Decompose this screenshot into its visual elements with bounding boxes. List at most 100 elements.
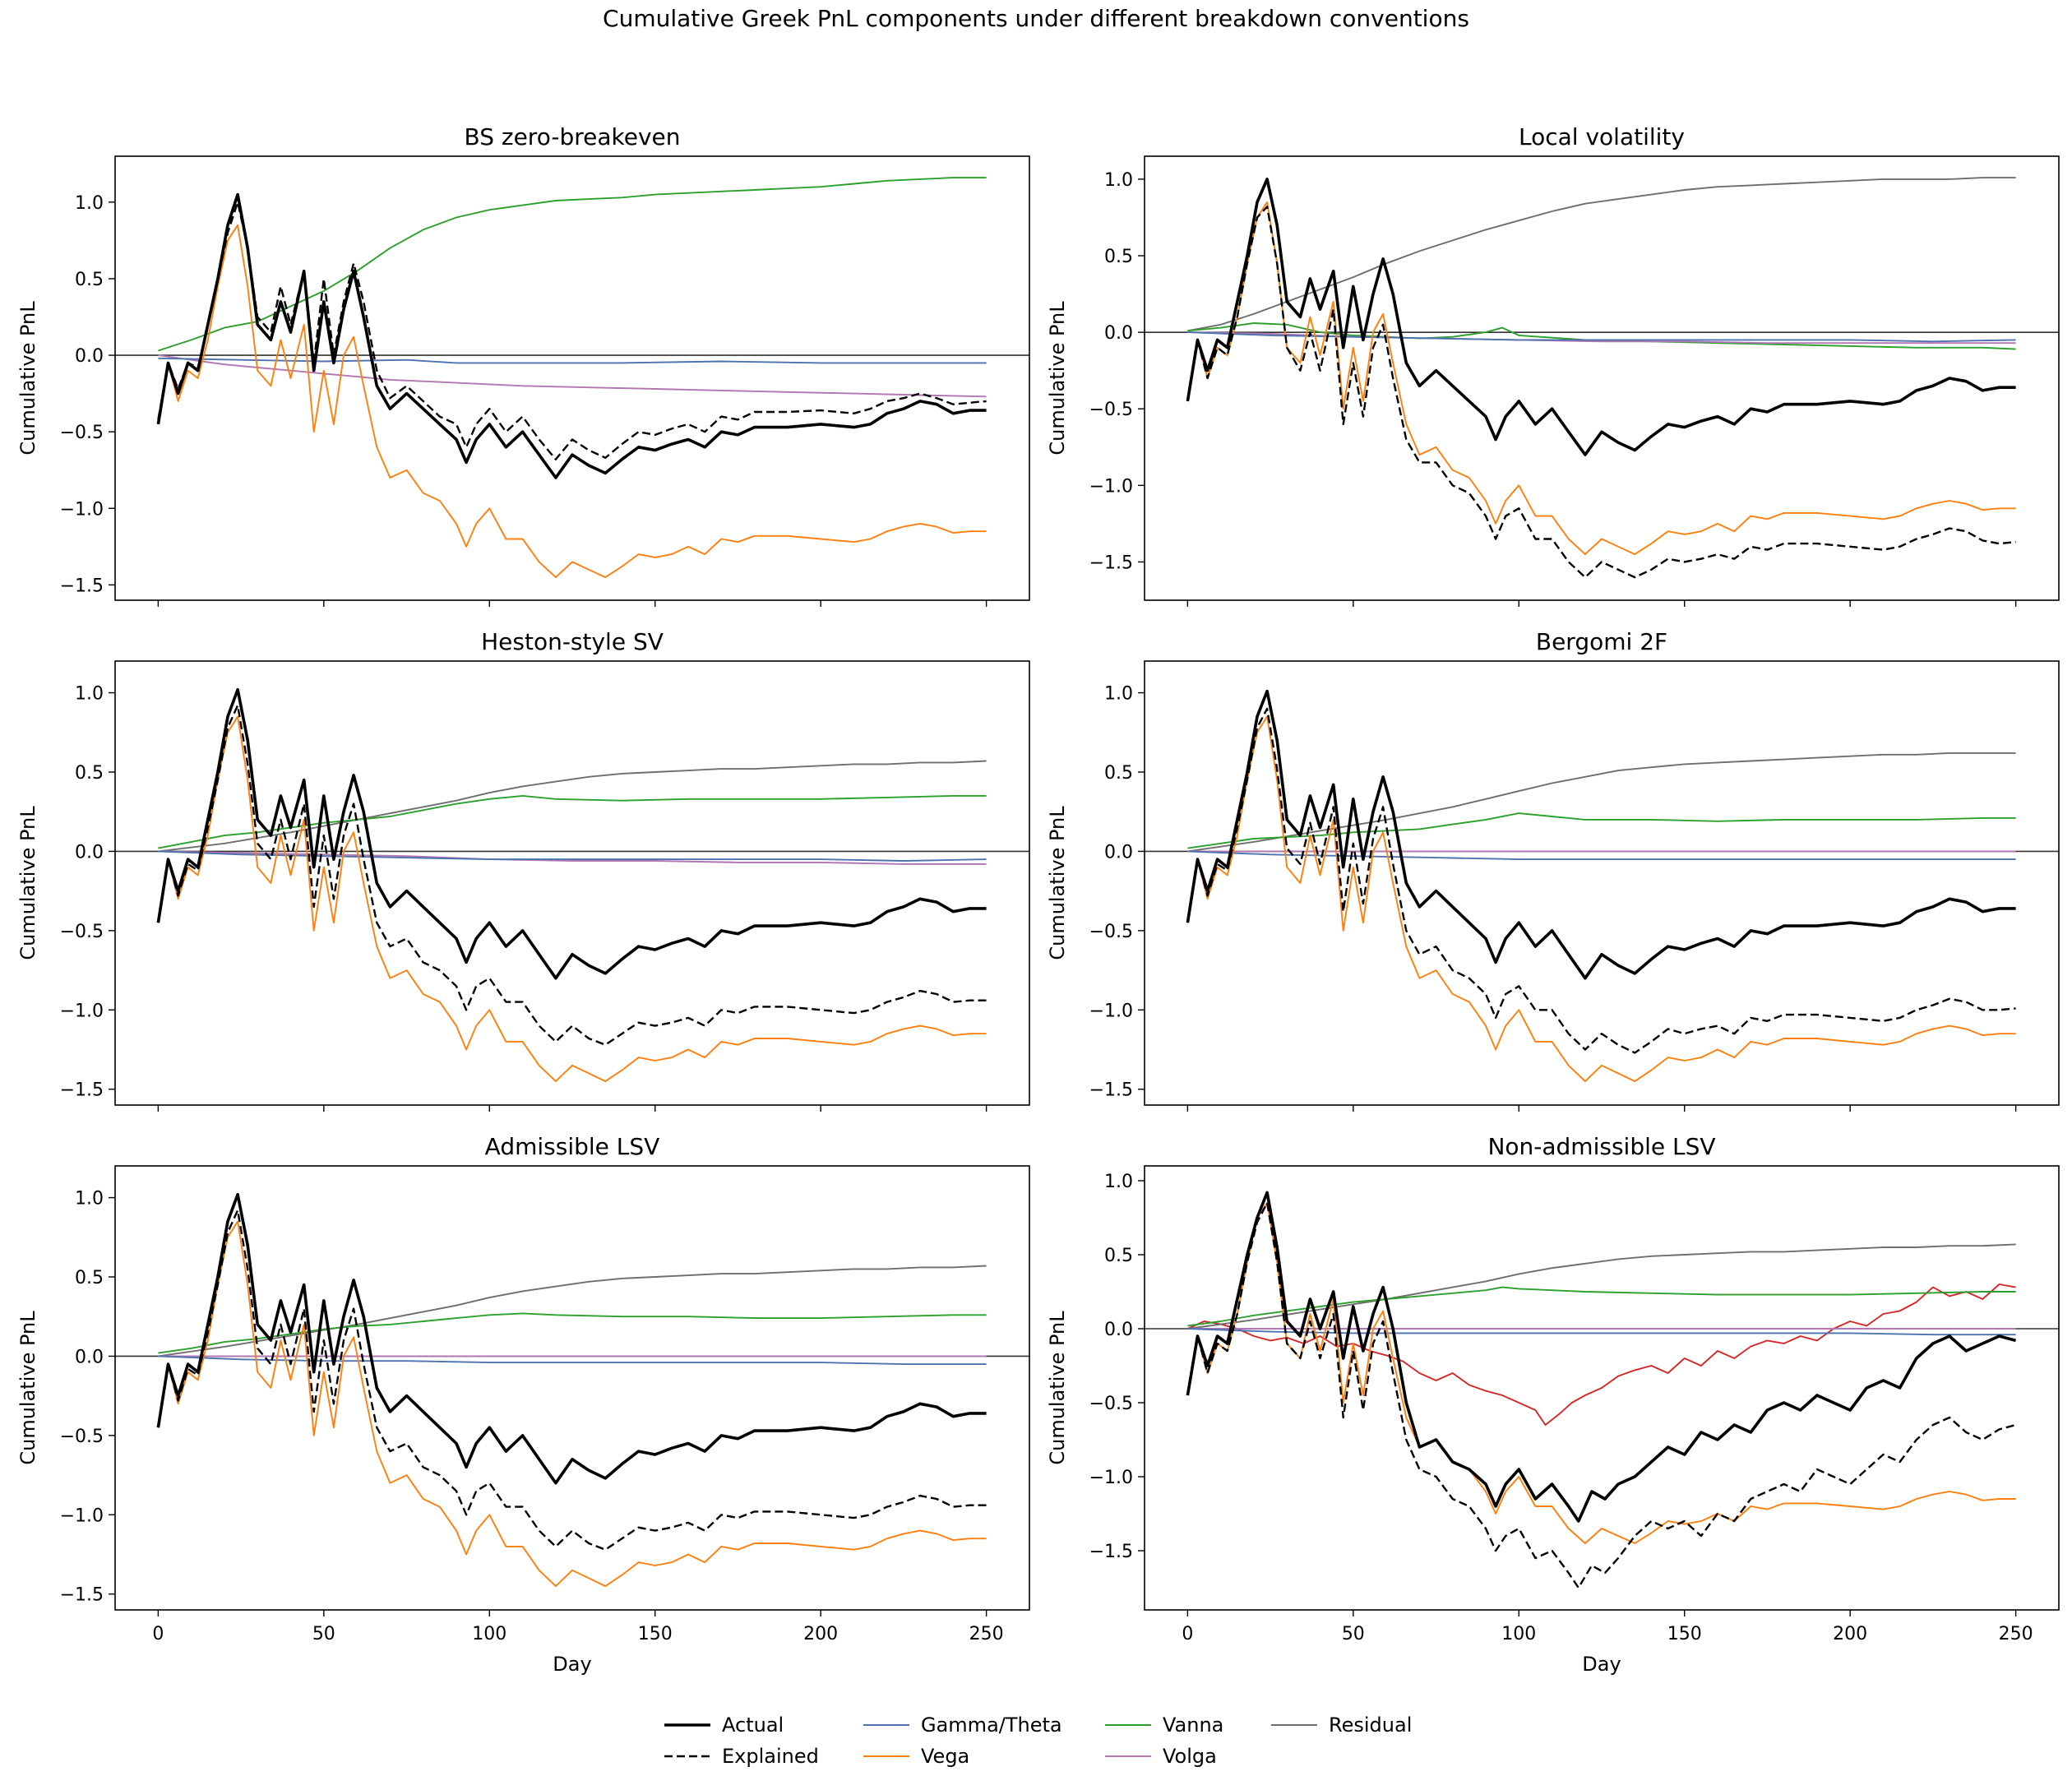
legend-label: Volga — [1163, 1745, 1217, 1768]
panel-plot-area — [1145, 177, 2059, 579]
y-tick-label: −1.5 — [1089, 553, 1133, 573]
series-explained — [1186, 1201, 2016, 1589]
series-actual — [1186, 1191, 2017, 1523]
legend-item-residual: Residual — [1271, 1714, 1412, 1737]
x-tick-label: 250 — [1999, 1624, 2033, 1644]
x-tick-label: 50 — [312, 1624, 335, 1644]
legend-label: Actual — [722, 1714, 784, 1737]
x-tick-label: 50 — [1342, 1624, 1365, 1644]
panel-title: Local volatility — [1519, 123, 1685, 150]
y-axis-label: Cumulative PnL — [1046, 806, 1069, 960]
series-residual — [1187, 752, 2016, 853]
legend-label: Explained — [722, 1745, 819, 1768]
series-vanna — [158, 794, 987, 849]
y-tick-label: −0.5 — [1089, 400, 1133, 420]
panel-frame — [114, 660, 1030, 1106]
legend-item-gamma-theta: Gamma/Theta — [863, 1714, 1062, 1737]
series-residual — [1187, 1243, 2016, 1330]
y-tick-label: 0.0 — [1104, 842, 1133, 863]
y-tick-label: 0.0 — [1104, 1320, 1133, 1340]
panel-1: BS zero-breakeven −1.5 −1.0 −0.5 0.0 0.5 1.0 Cu… — [16, 123, 1030, 607]
y-axis-label: Cumulative PnL — [16, 1311, 39, 1465]
legend-item-vanna: Vanna — [1105, 1714, 1223, 1737]
y-axis-label: Cumulative PnL — [16, 301, 39, 456]
series-vanna — [1187, 322, 2016, 350]
y-tick-label: 0.5 — [1104, 1246, 1133, 1266]
legend-item-actual: Actual — [664, 1714, 784, 1737]
y-tick-label: 1.0 — [1104, 1172, 1133, 1192]
y-tick-label: −1.0 — [1089, 1468, 1133, 1488]
panel-title: Non-admissible LSV — [1487, 1133, 1715, 1160]
panel-3: Heston-style SV −1.5 −1.0 −0.5 0.0 0.5 1.0 Cumu… — [16, 628, 1030, 1112]
x-tick-label: 100 — [472, 1624, 506, 1644]
panels: BS zero-breakeven −1.5 −1.0 −0.5 0.0 0.5 1.0 Cu… — [16, 123, 2060, 1676]
y-tick-label: 0.0 — [75, 842, 104, 863]
y-tick-label: −1.0 — [60, 1001, 104, 1021]
panel-5: Admissible LSV −1.5 −1.0 −0.5 0.0 0.5 1.0 Cumul… — [16, 1133, 1030, 1676]
y-axis-label: Cumulative PnL — [1046, 1311, 1069, 1465]
y-tick-label: −1.0 — [60, 499, 104, 520]
panel-title: Heston-style SV — [481, 628, 664, 655]
series-extra — [1187, 1283, 2016, 1426]
panel-frame — [1144, 660, 2060, 1106]
legend-item-volga: Volga — [1105, 1745, 1217, 1768]
legend: Actual Explained Gamma/Theta Vega Vanna Volga… — [664, 1714, 1412, 1768]
x-tick-label: 0 — [152, 1624, 164, 1644]
series-gamma-theta — [158, 1355, 987, 1366]
y-tick-label: 0.5 — [75, 763, 104, 784]
y-axis-label: Cumulative PnL — [1046, 301, 1069, 456]
panel-2: Local volatility −1.5 −1.0 −0.5 0.0 0.5 1.0 Cum… — [1046, 123, 2060, 607]
x-tick-label: 200 — [803, 1624, 838, 1644]
y-tick-label: −1.0 — [1089, 476, 1133, 497]
y-tick-label: −1.5 — [60, 1585, 104, 1606]
legend-item-explained: Explained — [664, 1745, 819, 1768]
y-tick-label: 1.0 — [1104, 684, 1133, 705]
panel-title: Admissible LSV — [485, 1133, 660, 1160]
legend-label: Vega — [921, 1745, 969, 1768]
y-tick-label: −1.5 — [60, 576, 104, 596]
y-tick-label: 1.0 — [75, 193, 104, 214]
y-axis-label: Cumulative PnL — [16, 806, 39, 960]
series-vanna — [1187, 812, 2016, 849]
panel-frame — [114, 155, 1030, 601]
series-actual — [1186, 178, 2016, 456]
y-tick-label: 0.0 — [75, 1347, 104, 1367]
x-tick-label: 150 — [638, 1624, 673, 1644]
y-tick-label: 0.5 — [75, 270, 104, 290]
series-vega — [157, 1220, 987, 1588]
panel-frame — [1144, 155, 2060, 601]
series-gamma-theta — [1187, 1328, 2016, 1336]
y-tick-label: −1.5 — [60, 1080, 104, 1101]
panel-6: Non-admissible LSV −1.5 −1.0 −0.5 0.0 0.5 1.0 C… — [1046, 1133, 2060, 1676]
series-gamma-theta — [158, 357, 987, 364]
y-tick-label: 0.0 — [75, 346, 104, 367]
series-vanna — [158, 1312, 987, 1354]
panel-frame — [1144, 1165, 2060, 1611]
series-explained — [1186, 206, 2016, 579]
panel-plot-area — [1145, 1191, 2059, 1589]
y-tick-label: −0.5 — [60, 1427, 104, 1447]
series-actual — [156, 687, 987, 980]
series-vega — [157, 715, 987, 1083]
figure-title: Cumulative Greek PnL components under di… — [603, 5, 1469, 32]
legend-item-vega: Vega — [863, 1745, 969, 1768]
y-tick-label: −1.0 — [60, 1505, 104, 1526]
panel-plot-area — [115, 687, 1029, 1083]
panel-plot-area — [1145, 689, 2059, 1083]
legend-label: Vanna — [1163, 1714, 1223, 1737]
series-vega — [1186, 715, 2016, 1083]
panel-plot-area — [115, 1192, 1029, 1588]
x-tick-label: 0 — [1182, 1624, 1193, 1644]
series-residual — [158, 760, 987, 853]
series-gamma-theta — [158, 850, 987, 862]
y-tick-label: −0.5 — [60, 922, 104, 942]
y-tick-label: 0.5 — [75, 1268, 104, 1288]
y-tick-label: −0.5 — [1089, 1394, 1133, 1414]
y-tick-label: −1.5 — [1089, 1080, 1133, 1101]
x-tick-label: 100 — [1501, 1624, 1536, 1644]
y-tick-label: −0.5 — [60, 423, 104, 443]
y-tick-label: 0.5 — [1104, 763, 1133, 784]
series-explained — [1186, 707, 2016, 1054]
